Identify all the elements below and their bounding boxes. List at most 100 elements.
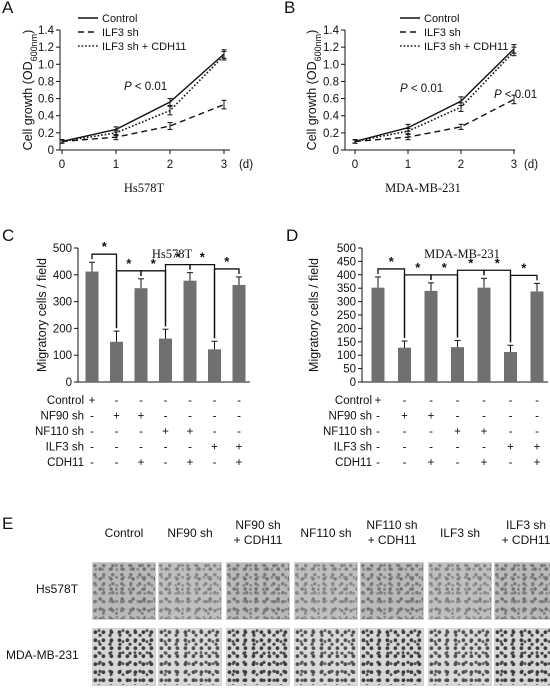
condition-mark: -: [429, 426, 433, 438]
condition-row-label: ILF3 sh: [334, 442, 372, 454]
y-tick-label: 250: [337, 310, 356, 322]
condition-mark: -: [429, 395, 433, 407]
series-line-dashed: [354, 98, 515, 143]
y-tick-label: 0: [333, 145, 339, 157]
micrograph-image: [226, 562, 290, 620]
significance-star: *: [102, 239, 108, 254]
significance-star: *: [151, 256, 157, 271]
micrograph-image: [92, 562, 156, 620]
y-tick-label: 1.2: [323, 42, 339, 54]
micrograph-image: [360, 562, 424, 620]
condition-mark: -: [213, 457, 217, 469]
condition-mark: -: [213, 426, 217, 438]
x-tick-label: 0: [352, 159, 358, 171]
micrograph-image: [226, 628, 290, 686]
condition-mark: -: [535, 411, 539, 423]
y-tick-label: 200: [337, 323, 356, 335]
condition-mark: +: [375, 395, 382, 407]
condition-mark: +: [534, 457, 541, 469]
condition-mark: +: [236, 442, 243, 454]
condition-row-label: NF90 sh: [329, 411, 372, 423]
x-axis-unit: (d): [239, 159, 253, 171]
micrograph-image: [494, 562, 550, 620]
column-header: ILF3 sh + CDH11: [501, 518, 550, 547]
micrograph-image: [158, 628, 222, 686]
panel-letter-b: B: [284, 0, 296, 17]
y-tick-label: 300: [53, 297, 72, 309]
condition-row-label: CDH11: [335, 457, 372, 469]
x-tick-label: 1: [113, 159, 119, 171]
panel-letter-a: A: [2, 0, 14, 17]
condition-mark: -: [164, 442, 168, 454]
y-tick-label: 0.8: [323, 76, 339, 88]
condition-mark: -: [237, 426, 241, 438]
bar: [424, 290, 438, 382]
panel-letter-d: D: [286, 226, 299, 245]
significance-star: *: [175, 250, 181, 265]
y-axis-label: Migratory cells / field: [307, 258, 321, 372]
condition-row-label: Control: [47, 395, 84, 407]
y-tick-label: 350: [337, 283, 356, 295]
chart-title: Hs578T: [124, 181, 165, 195]
condition-mark: -: [90, 457, 94, 469]
column-header: Control: [104, 526, 144, 540]
condition-mark: -: [456, 395, 460, 407]
column-header: ILF3 sh: [439, 526, 481, 540]
condition-mark: -: [482, 395, 486, 407]
condition-mark: -: [482, 442, 486, 454]
condition-mark: -: [403, 442, 407, 454]
series-line-dotted: [61, 55, 225, 143]
bar: [134, 288, 148, 382]
condition-mark: -: [509, 395, 513, 407]
condition-mark: +: [187, 426, 194, 438]
bar: [232, 284, 246, 382]
legend-label: ILF3 sh + CDH11: [102, 41, 186, 53]
bar: [183, 280, 197, 382]
micrograph-image: [92, 628, 156, 686]
column-header: NF90 sh: [167, 526, 213, 540]
condition-mark: +: [401, 411, 408, 423]
micrograph-image: [294, 628, 358, 686]
significance-bracket: [213, 268, 240, 339]
y-axis-label: Migratory cells / field: [35, 258, 49, 372]
condition-mark: -: [115, 395, 119, 407]
y-tick-label: 100: [53, 350, 72, 362]
y-tick-label: 0.6: [38, 94, 54, 106]
condition-mark: -: [90, 442, 94, 454]
condition-mark: -: [403, 395, 407, 407]
x-axis-unit: (d): [524, 159, 538, 171]
condition-mark: -: [376, 457, 380, 469]
bar: [159, 338, 172, 382]
significance-star: *: [415, 260, 421, 275]
column-header: NF110 sh: [300, 526, 352, 540]
condition-mark: +: [113, 411, 120, 423]
condition-mark: -: [237, 395, 241, 407]
chart-title: Hs578T: [152, 247, 193, 261]
condition-mark: +: [507, 442, 514, 454]
y-tick-label: 500: [53, 243, 72, 255]
p-value-annotation: P < 0.01: [124, 81, 167, 93]
condition-mark: -: [139, 395, 143, 407]
x-tick-label: 2: [458, 159, 464, 171]
y-tick-label: 450: [337, 256, 356, 268]
legend-label: ILF3 sh: [102, 27, 139, 39]
series-line-dotted: [354, 50, 515, 143]
condition-mark: +: [534, 442, 541, 454]
y-tick-label: 1.0: [38, 59, 54, 71]
y-tick-label: 0.2: [323, 128, 339, 140]
condition-mark: -: [188, 442, 192, 454]
bar: [504, 351, 517, 382]
p-value-annotation: P < 0.01: [400, 83, 443, 95]
condition-mark: +: [138, 457, 145, 469]
condition-mark: -: [213, 395, 217, 407]
bar: [451, 347, 464, 382]
y-axis-label: Cell growth (OD600nm): [305, 30, 323, 151]
condition-mark: -: [376, 442, 380, 454]
column-header: NF110 sh + CDH11: [366, 518, 418, 547]
condition-mark: -: [139, 426, 143, 438]
micrograph-image: [360, 628, 424, 686]
condition-mark: +: [187, 457, 194, 469]
bar: [85, 271, 99, 382]
condition-row-label: CDH11: [47, 457, 84, 469]
condition-mark: -: [115, 426, 119, 438]
